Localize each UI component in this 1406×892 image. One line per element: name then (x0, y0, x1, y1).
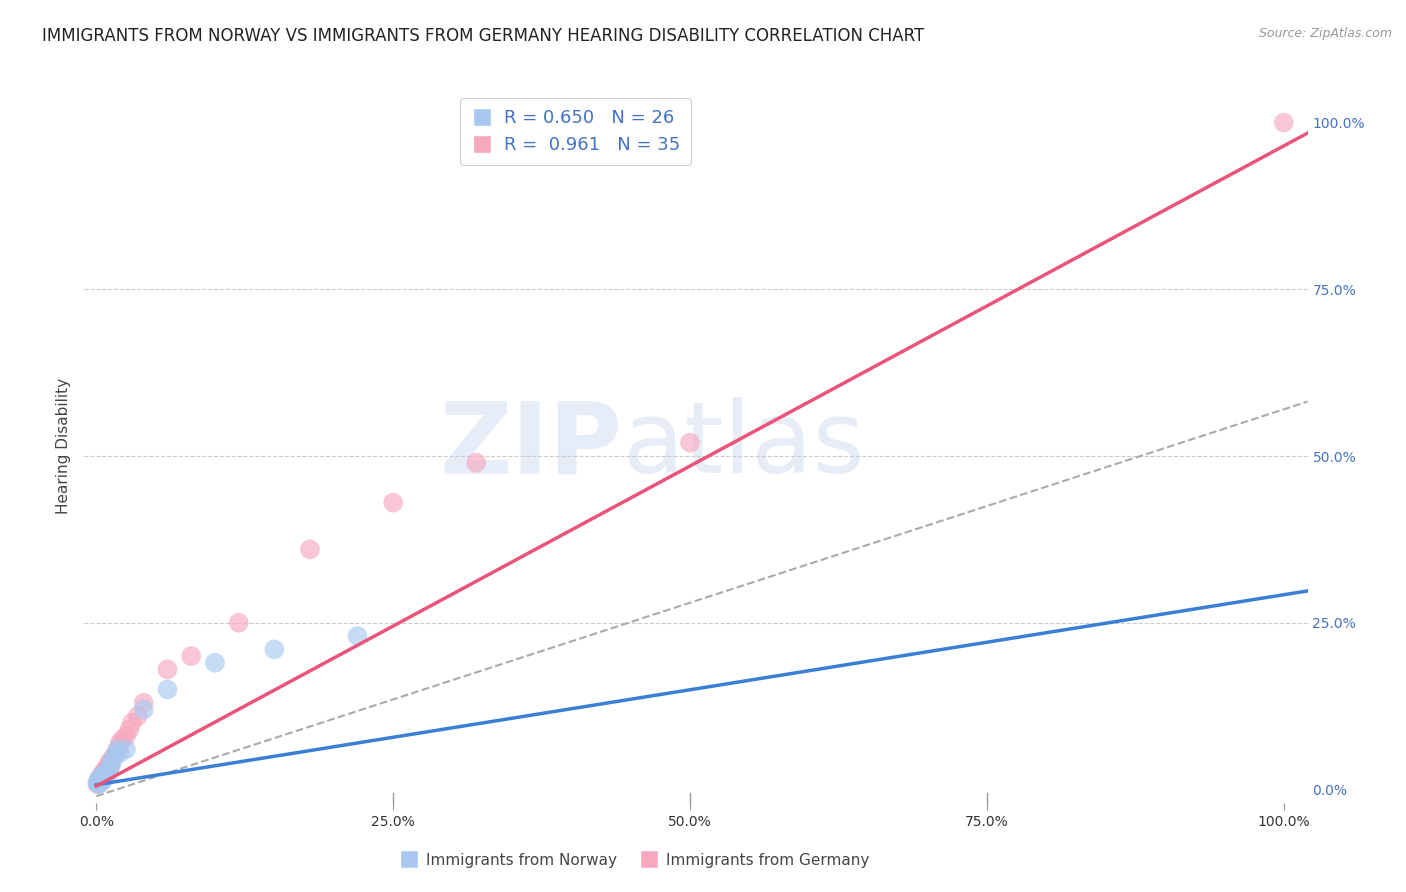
Point (298, 542, 321, 557)
Point (100, 752, 122, 766)
Point (108, 736, 131, 750)
Point (1272, 115, 1295, 129)
Point (86, 776, 108, 790)
Point (89, 774, 111, 789)
Point (127, 709, 149, 723)
Point (679, 435, 702, 450)
Point (91, 772, 114, 787)
Point (91, 774, 114, 789)
Point (98, 763, 121, 777)
Point (93, 768, 115, 782)
Point (86, 777, 108, 791)
Point (87, 772, 110, 787)
Point (111, 732, 134, 747)
Point (98, 756, 121, 770)
Text: IMMIGRANTS FROM NORWAY VS IMMIGRANTS FROM GERMANY HEARING DISABILITY CORRELATION: IMMIGRANTS FROM NORWAY VS IMMIGRANTS FRO… (42, 27, 924, 45)
Point (87, 774, 110, 789)
Point (93, 771, 115, 785)
Point (118, 723, 141, 737)
Point (87, 777, 110, 791)
Point (96, 769, 118, 783)
Point (346, 629, 368, 643)
Point (97, 759, 120, 773)
Point (263, 642, 285, 657)
Point (115, 742, 138, 756)
Point (108, 746, 131, 760)
Point (103, 749, 125, 764)
Text: atlas: atlas (623, 398, 865, 494)
Point (87, 776, 110, 790)
Point (132, 702, 155, 716)
Point (382, 496, 405, 510)
Point (100, 756, 122, 770)
Point (180, 649, 202, 664)
Point (89, 772, 111, 787)
Point (107, 742, 129, 756)
Point (115, 729, 138, 743)
Point (228, 615, 250, 630)
Y-axis label: Hearing Disability: Hearing Disability (56, 378, 72, 514)
Point (94, 763, 117, 777)
Point (90, 771, 112, 785)
Point (93, 764, 115, 778)
Point (91, 768, 114, 782)
Point (96, 761, 118, 775)
Point (91, 771, 114, 785)
Point (94, 765, 117, 780)
Point (89, 774, 111, 789)
Point (132, 696, 155, 710)
Point (107, 742, 129, 756)
Point (90, 771, 112, 785)
Point (93, 769, 115, 783)
Point (156, 682, 179, 697)
Point (100, 757, 122, 772)
Point (121, 715, 143, 730)
Point (90, 769, 112, 783)
Point (100, 759, 122, 773)
Point (204, 656, 226, 670)
Point (93, 769, 115, 783)
Point (93, 765, 115, 780)
Point (156, 662, 179, 676)
Text: ZIP: ZIP (440, 398, 623, 494)
Text: Source: ZipAtlas.com: Source: ZipAtlas.com (1258, 27, 1392, 40)
Point (89, 776, 111, 790)
Legend: Immigrants from Norway, Immigrants from Germany: Immigrants from Norway, Immigrants from … (394, 847, 876, 873)
Point (103, 749, 125, 764)
Point (465, 456, 488, 470)
Point (97, 764, 120, 778)
